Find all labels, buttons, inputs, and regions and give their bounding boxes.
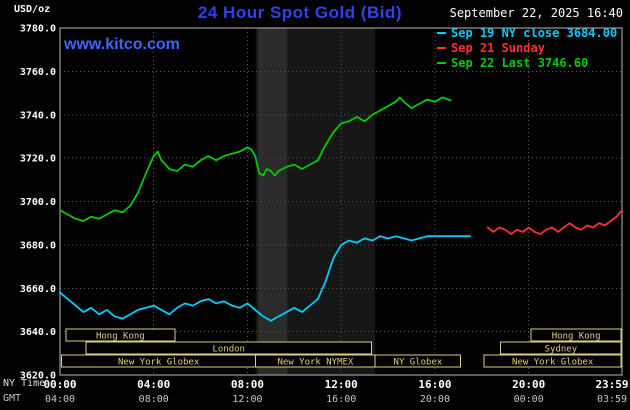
legend-label: Sep 21 Sunday	[451, 40, 545, 55]
legend-label: Sep 22 Last 3746.60	[451, 55, 589, 70]
y-tick-label: 3660.0	[20, 284, 56, 295]
y-tick-label: 3720.0	[20, 154, 56, 165]
session-label-hong-kong: Hong Kong	[96, 332, 145, 342]
legend-item: Sep 21 Sunday	[437, 40, 617, 55]
plot-border	[59, 27, 623, 376]
x-tick-ny: 16:00	[418, 378, 451, 391]
session-label-new-york-globex: New York Globex	[512, 358, 594, 368]
legend-item: Sep 19 NY close 3684.00	[437, 25, 617, 40]
y-tick-label: 3620.0	[20, 371, 56, 382]
session-box-new-york-globex	[483, 354, 622, 368]
chart-title: 24 Hour Spot Gold (Bid)	[197, 3, 403, 22]
legend-item: Sep 22 Last 3746.60	[437, 55, 617, 70]
legend-marker	[437, 61, 446, 64]
x-tick-ny: 12:00	[325, 378, 358, 391]
y-tick-label: 3740.0	[20, 110, 56, 121]
ny-time-axis-label: NY Time	[3, 378, 46, 389]
legend-marker	[437, 31, 446, 34]
session-box-hong-kong	[530, 328, 622, 342]
y-tick-label: 3680.0	[20, 240, 56, 251]
x-tick-gmt: 20:00	[420, 394, 450, 405]
session-label-sydney: Sydney	[545, 345, 578, 355]
session-box-hong-kong	[65, 328, 176, 342]
y-tick-label: 3760.0	[20, 67, 56, 78]
x-tick-ny: 20:00	[512, 378, 545, 391]
price-line-sep21	[486, 209, 623, 235]
session-label-new-york-nymex: New York NYMEX	[277, 358, 353, 368]
session-label-hong-kong: Hong Kong	[552, 332, 601, 342]
x-tick-ny: 00:00	[43, 378, 76, 391]
session-label-ny-globex: NY Globex	[394, 358, 443, 368]
chart-datetime: September 22, 2025 16:40	[449, 6, 623, 20]
gmt-axis-label: GMT	[3, 393, 22, 404]
y-tick-label: 3640.0	[20, 327, 56, 338]
session-box-london	[85, 341, 373, 355]
kitco-watermark: www.kitco.com	[64, 36, 180, 53]
x-tick-gmt: 04:00	[45, 394, 75, 405]
session-box-sydney	[500, 341, 622, 355]
x-tick-gmt: 03:59	[597, 394, 627, 405]
x-tick-ny: 23:59	[595, 378, 628, 391]
y-tick-label: 3780.0	[20, 24, 56, 35]
legend-marker	[437, 46, 446, 49]
session-label-new-york-globex: New York Globex	[118, 358, 200, 368]
price-line-sep22	[59, 96, 452, 222]
legend-label: Sep 19 NY close 3684.00	[451, 25, 618, 40]
x-tick-gmt: 08:00	[139, 394, 169, 405]
x-tick-ny: 04:00	[137, 378, 170, 391]
x-tick-gmt: 16:00	[326, 394, 356, 405]
price-line-sep19	[59, 235, 472, 322]
y-axis-unit-label: USD/oz	[14, 4, 51, 15]
legend: Sep 19 NY close 3684.00 Sep 21 Sunday Sep …	[437, 25, 617, 70]
x-tick-gmt: 00:00	[514, 394, 544, 405]
x-tick-ny: 08:00	[231, 378, 264, 391]
x-tick-gmt: 12:00	[232, 394, 262, 405]
y-tick-label: 3700.0	[20, 197, 56, 208]
session-label-london: London	[212, 345, 245, 355]
session-box-ny-globex	[374, 354, 462, 368]
